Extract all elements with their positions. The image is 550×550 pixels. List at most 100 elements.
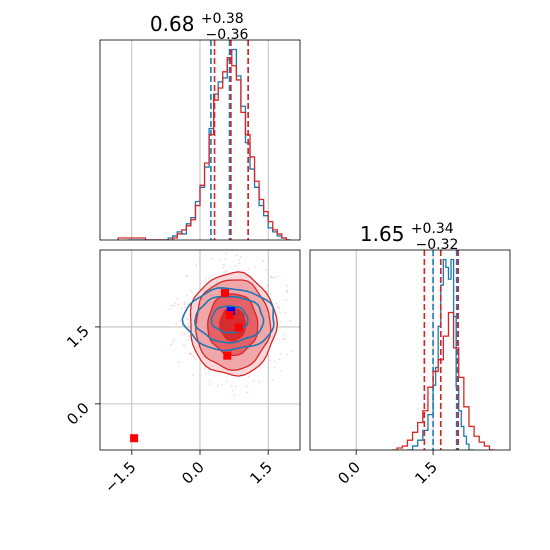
sample-point bbox=[187, 335, 190, 338]
sample-point bbox=[187, 303, 189, 306]
panel-top-left-histogram: 0.68 +0.38 −0.36 bbox=[99, 4, 301, 241]
sample-point bbox=[208, 277, 211, 280]
bottom-left-markers bbox=[130, 289, 243, 443]
truth-marker bbox=[225, 311, 234, 320]
top-left-histogram-step-1 bbox=[117, 56, 291, 240]
sample-point bbox=[204, 372, 207, 375]
sample-point bbox=[266, 285, 269, 287]
sample-point bbox=[204, 277, 207, 280]
sample-point bbox=[224, 258, 227, 261]
bottom-right-histograms bbox=[392, 250, 495, 450]
sample-point bbox=[267, 357, 270, 360]
sample-point bbox=[275, 302, 278, 305]
sample-point bbox=[223, 263, 225, 266]
sample-point bbox=[171, 340, 174, 343]
sample-point bbox=[173, 302, 176, 305]
sample-point bbox=[192, 374, 195, 377]
sample-point bbox=[233, 393, 236, 396]
sample-point bbox=[184, 344, 187, 347]
sample-point bbox=[187, 318, 190, 321]
sample-point bbox=[267, 354, 270, 357]
sample-point bbox=[254, 266, 256, 269]
sample-point bbox=[279, 352, 282, 355]
sample-point bbox=[184, 301, 187, 304]
sample-point bbox=[285, 299, 288, 302]
bottom-left-x-tick-label: 0.0 bbox=[178, 458, 208, 488]
sample-point bbox=[273, 360, 276, 363]
sample-point bbox=[262, 260, 265, 262]
sample-point bbox=[253, 379, 256, 382]
sample-point bbox=[216, 384, 219, 387]
sample-point bbox=[181, 307, 183, 310]
bottom-left-y-tick-label: 0.0 bbox=[63, 399, 93, 429]
sample-point bbox=[203, 280, 206, 283]
sample-point bbox=[284, 338, 287, 340]
sample-point bbox=[236, 254, 239, 257]
sample-point bbox=[173, 339, 176, 341]
sample-point bbox=[210, 257, 213, 260]
bottom-right-x-tick-label: 1.5 bbox=[411, 458, 441, 488]
bottom-right-x-ticks: 0.0 1.5 bbox=[334, 450, 441, 488]
sample-point bbox=[234, 385, 237, 388]
sample-point bbox=[238, 258, 240, 261]
sample-point bbox=[247, 375, 250, 378]
sample-point bbox=[175, 322, 178, 325]
bottom-right-title-plus: +0.34 bbox=[411, 221, 454, 237]
bottom-right-title: 1.65 +0.34 −0.32 bbox=[360, 214, 460, 253]
sample-point bbox=[183, 333, 186, 336]
sample-point bbox=[271, 277, 274, 279]
bottom-left-x-tick-label: −1.5 bbox=[101, 458, 139, 496]
sample-point bbox=[284, 312, 287, 315]
top-left-title-minus: −0.36 bbox=[206, 27, 249, 43]
sample-point bbox=[226, 380, 228, 383]
sample-point bbox=[279, 321, 282, 323]
sample-point bbox=[232, 389, 234, 392]
sample-point bbox=[182, 344, 184, 347]
sample-point bbox=[225, 252, 227, 255]
sample-point bbox=[238, 262, 241, 265]
sample-point bbox=[170, 343, 173, 346]
bottom-right-histogram-step-0 bbox=[407, 258, 475, 450]
bottom-right-gridlines bbox=[355, 250, 434, 450]
sample-point bbox=[278, 358, 281, 361]
sample-point bbox=[179, 319, 181, 322]
sample-point bbox=[187, 323, 190, 325]
sample-point bbox=[176, 298, 178, 300]
sample-point bbox=[185, 294, 188, 297]
sample-point bbox=[184, 306, 187, 309]
sample-point bbox=[281, 338, 284, 340]
sample-point bbox=[170, 304, 173, 307]
blue-contour-level-2 bbox=[181, 287, 275, 352]
sample-point bbox=[283, 333, 286, 336]
sample-point bbox=[286, 289, 289, 292]
truth-marker bbox=[226, 307, 235, 316]
sample-point bbox=[203, 368, 206, 370]
sample-point bbox=[199, 263, 201, 266]
bottom-right-histogram-step-1 bbox=[392, 311, 495, 450]
sample-point bbox=[230, 385, 233, 388]
sample-point bbox=[290, 350, 293, 353]
truth-marker bbox=[221, 289, 229, 298]
truth-marker bbox=[234, 323, 243, 332]
sample-point bbox=[234, 264, 237, 267]
sample-point bbox=[258, 381, 261, 384]
top-left-title-plus: +0.38 bbox=[201, 11, 244, 27]
blue-contour-level-1 bbox=[194, 295, 265, 344]
top-left-frame bbox=[99, 39, 301, 241]
truth-marker bbox=[223, 351, 232, 360]
sample-point bbox=[183, 303, 186, 305]
sample-point bbox=[246, 385, 248, 388]
bottom-left-y-tick-label: 1.5 bbox=[63, 322, 93, 352]
sample-point bbox=[169, 308, 171, 311]
top-left-histograms bbox=[117, 40, 291, 240]
sample-point bbox=[176, 303, 179, 306]
top-left-title-value: 0.68 bbox=[150, 12, 195, 36]
sample-point bbox=[226, 270, 229, 272]
sample-point bbox=[188, 314, 190, 317]
bottom-left-x-tick-label: 1.5 bbox=[246, 458, 276, 488]
top-left-title: 0.68 +0.38 −0.36 bbox=[150, 4, 250, 43]
sample-point bbox=[177, 361, 180, 364]
top-left-gridlines bbox=[131, 40, 269, 240]
sample-point bbox=[192, 355, 195, 358]
